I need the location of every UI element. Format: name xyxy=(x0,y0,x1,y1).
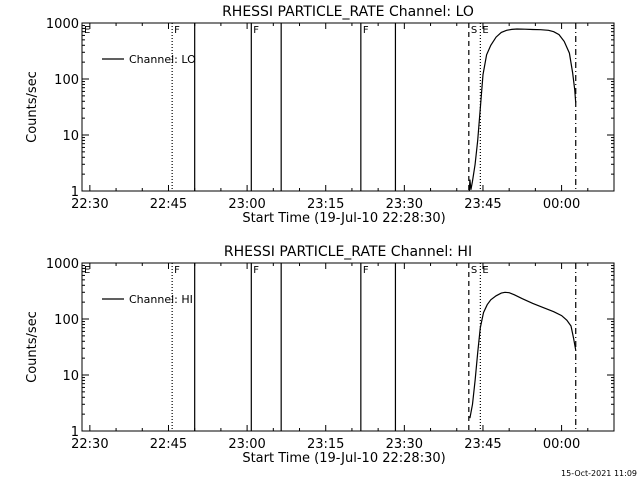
panel-lo: RHESSI PARTICLE_RATE Channel: LOE F F F S E22… xyxy=(25,4,615,226)
event-marker-label: S xyxy=(471,25,477,36)
x-tick-label: 23:15 xyxy=(307,437,344,452)
y-tick-label: 10 xyxy=(62,369,79,384)
x-tick-label: 22:30 xyxy=(71,197,108,212)
footer-timestamp: 15-Oct-2021 11:09 xyxy=(561,469,637,478)
x-tick-label: 23:45 xyxy=(464,437,501,452)
x-axis-label: Start Time (19-Jul-10 22:28:30) xyxy=(242,451,445,466)
panel-hi: RHESSI PARTICLE_RATE Channel: HIE F F F S E22… xyxy=(25,244,615,466)
x-tick-label: 00:00 xyxy=(543,437,580,452)
event-marker-label: E xyxy=(84,25,90,36)
series-line xyxy=(468,28,577,192)
plot-frame xyxy=(81,262,615,432)
event-marker-label: E xyxy=(84,265,90,276)
x-tick-label: 23:00 xyxy=(228,437,265,452)
event-marker-label: F xyxy=(174,265,180,276)
event-marker-label: F xyxy=(174,25,180,36)
y-tick-label: 1000 xyxy=(46,257,79,272)
x-tick-label: 23:45 xyxy=(464,197,501,212)
x-tick-label: 22:45 xyxy=(150,437,187,452)
y-axis-label: Counts/sec xyxy=(25,311,40,383)
event-marker-label: F xyxy=(363,265,369,276)
y-tick-label: 1000 xyxy=(46,17,79,32)
plot-frame xyxy=(81,22,615,192)
y-tick-label: 10 xyxy=(62,129,79,144)
series-line xyxy=(469,291,577,419)
y-axis-label: Counts/sec xyxy=(25,71,40,143)
event-marker-label: F xyxy=(253,25,259,36)
legend-label: Channel: LO xyxy=(129,53,196,66)
event-marker-label: F xyxy=(253,265,259,276)
x-tick-label: 00:00 xyxy=(543,197,580,212)
x-tick-label: 22:30 xyxy=(71,437,108,452)
event-marker-label: F xyxy=(363,25,369,36)
x-axis-label: Start Time (19-Jul-10 22:28:30) xyxy=(242,211,445,226)
y-tick-label: 1 xyxy=(71,185,79,200)
x-tick-label: 23:15 xyxy=(307,197,344,212)
event-marker-label: E xyxy=(482,25,488,36)
event-marker-label: S xyxy=(471,265,477,276)
x-tick-label: 23:30 xyxy=(386,437,423,452)
legend-label: Channel: HI xyxy=(129,293,193,306)
chart-title: RHESSI PARTICLE_RATE Channel: HI xyxy=(224,244,472,260)
y-tick-label: 1 xyxy=(71,425,79,440)
x-tick-label: 22:45 xyxy=(150,197,187,212)
event-marker-label: E xyxy=(482,265,488,276)
y-tick-label: 100 xyxy=(54,313,79,328)
y-tick-label: 100 xyxy=(54,73,79,88)
chart-title: RHESSI PARTICLE_RATE Channel: LO xyxy=(222,4,474,20)
x-tick-label: 23:30 xyxy=(386,197,423,212)
x-tick-label: 23:00 xyxy=(228,197,265,212)
